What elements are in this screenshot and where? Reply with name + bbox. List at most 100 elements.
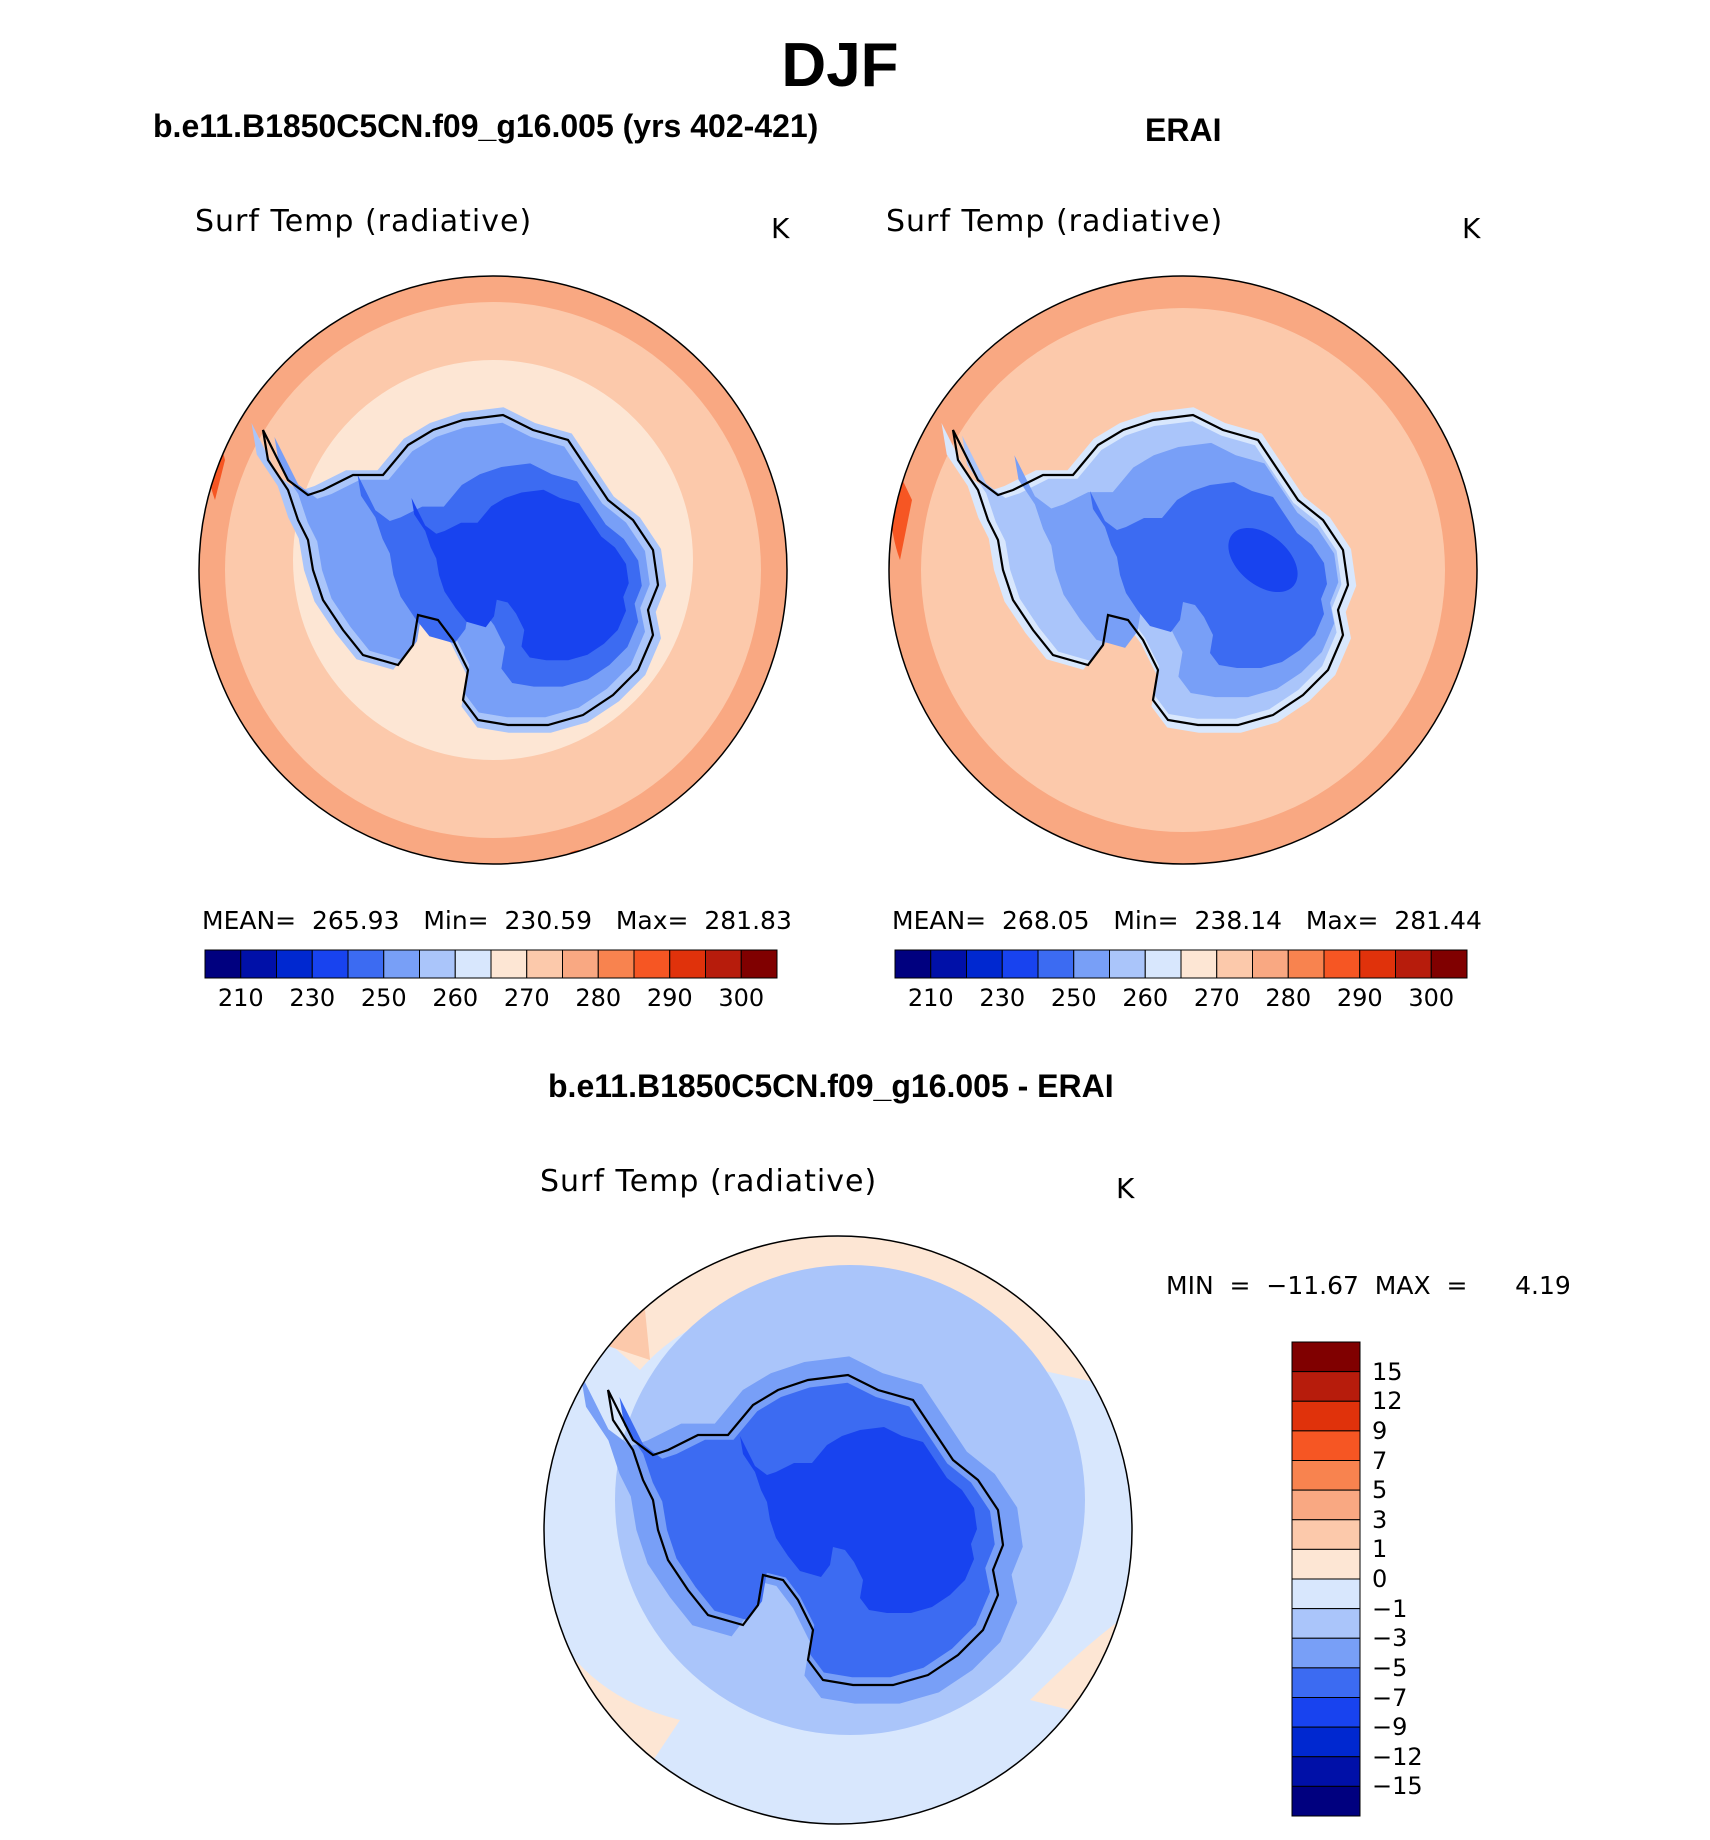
obs-map-border — [888, 275, 1478, 865]
diff-map — [544, 1236, 1132, 1824]
colorbar-tick-label: 250 — [1050, 984, 1097, 1012]
colorbar-tick-label: 210 — [907, 984, 954, 1012]
model-variable-label: Surf Temp (radiative) — [195, 204, 533, 239]
colorbar-tick-label: 260 — [432, 984, 479, 1012]
colorbar-swatch — [240, 949, 277, 979]
model-stats: MEAN= 265.93 Min= 230.59 Max= 281.83 — [202, 906, 792, 935]
colorbar-swatch — [1323, 949, 1361, 979]
colorbar-swatch — [1291, 1756, 1361, 1787]
colorbar-swatch — [669, 949, 706, 979]
model-map-border — [198, 275, 788, 865]
colorbar-swatch — [204, 949, 242, 979]
colorbar-swatch — [894, 949, 932, 979]
colorbar-tick-label: 270 — [1193, 984, 1240, 1012]
colorbar-swatch — [1291, 1785, 1361, 1817]
colorbar-tick-label: −12 — [1372, 1742, 1423, 1771]
diff-panel-title: b.e11.B1850C5CN.f09_g16.005 - ERAI — [548, 1068, 1114, 1104]
model-map — [199, 276, 787, 864]
colorbar-swatch — [347, 949, 385, 979]
colorbar-tick-label: −15 — [1372, 1772, 1423, 1801]
colorbar-tick-label: 260 — [1122, 984, 1169, 1012]
colorbar-tick-label: 3 — [1372, 1505, 1388, 1534]
colorbar-swatch — [311, 949, 349, 979]
colorbar-swatch — [1001, 949, 1039, 979]
colorbar-tick-label: 300 — [718, 984, 765, 1012]
colorbar-swatch — [562, 949, 599, 979]
colorbar-tick-label: −5 — [1372, 1653, 1408, 1682]
diff-units-label: K — [1116, 1172, 1135, 1205]
colorbar-swatch — [1359, 949, 1396, 979]
colorbar-swatch — [633, 949, 671, 979]
colorbar-swatch — [1291, 1726, 1361, 1758]
diff-stats: MIN = −11.67 MAX = 4.19 — [1166, 1271, 1571, 1300]
model-colorbar — [204, 949, 778, 979]
colorbar-swatch — [1291, 1667, 1361, 1698]
obs-panel-title: ERAI — [1145, 112, 1222, 148]
diff-map-border — [543, 1235, 1133, 1825]
colorbar-swatch — [383, 949, 420, 979]
colorbar-swatch — [1037, 949, 1075, 979]
colorbar-swatch — [1291, 1371, 1361, 1402]
colorbar-swatch — [1291, 1460, 1361, 1491]
obs-colorbar — [894, 949, 1468, 979]
colorbar-swatch — [1291, 1430, 1361, 1461]
colorbar-swatch — [1291, 1519, 1361, 1550]
colorbar-swatch — [1180, 949, 1218, 979]
colorbar-swatch — [1291, 1697, 1361, 1728]
colorbar-swatch — [1291, 1637, 1361, 1669]
colorbar-swatch — [1287, 949, 1325, 979]
colorbar-swatch — [1144, 949, 1182, 979]
colorbar-tick-label: 230 — [979, 984, 1026, 1012]
figure-title: DJF — [781, 31, 899, 100]
colorbar-tick-label: −7 — [1372, 1683, 1408, 1712]
colorbar-tick-label: 1 — [1372, 1535, 1388, 1564]
colorbar-swatch — [419, 949, 456, 979]
colorbar-tick-label: 0 — [1372, 1565, 1388, 1593]
colorbar-swatch — [597, 949, 635, 979]
colorbar-tick-label: 15 — [1372, 1357, 1403, 1386]
colorbar-swatch — [966, 949, 1003, 979]
model-units-label: K — [771, 212, 790, 245]
colorbar-swatch — [1395, 949, 1432, 979]
colorbar-tick-label: 270 — [503, 984, 550, 1012]
colorbar-swatch — [490, 949, 528, 979]
colorbar-tick-label: 12 — [1372, 1387, 1403, 1416]
colorbar-swatch — [454, 949, 492, 979]
colorbar-tick-label: −1 — [1372, 1594, 1408, 1623]
colorbar-swatch — [705, 949, 742, 979]
colorbar-tick-label: 280 — [575, 984, 622, 1012]
colorbar-swatch — [1109, 949, 1146, 979]
colorbar-swatch — [1430, 949, 1468, 979]
model-panel-title: b.e11.B1850C5CN.f09_g16.005 (yrs 402-421… — [153, 108, 819, 144]
colorbar-swatch — [1291, 1578, 1361, 1610]
diff-variable-label: Surf Temp (radiative) — [540, 1164, 878, 1199]
colorbar-tick-label: 250 — [360, 984, 407, 1012]
colorbar-swatch — [1073, 949, 1110, 979]
colorbar-swatch — [1291, 1489, 1361, 1521]
colorbar-tick-label: −9 — [1372, 1713, 1408, 1742]
colorbar-swatch — [1252, 949, 1289, 979]
obs-variable-label: Surf Temp (radiative) — [886, 204, 1224, 239]
colorbar-swatch — [930, 949, 967, 979]
colorbar-swatch — [276, 949, 313, 979]
colorbar-swatch — [1291, 1400, 1361, 1432]
diff-colorbar — [1291, 1341, 1361, 1817]
colorbar-swatch — [1291, 1608, 1361, 1639]
colorbar-tick-label: 290 — [646, 984, 693, 1012]
colorbar-tick-label: 280 — [1265, 984, 1312, 1012]
obs-units-label: K — [1462, 212, 1481, 245]
colorbar-tick-label: 290 — [1336, 984, 1383, 1012]
colorbar-tick-label: 210 — [217, 984, 264, 1012]
colorbar-swatch — [526, 949, 563, 979]
obs-stats: MEAN= 268.05 Min= 238.14 Max= 281.44 — [892, 906, 1482, 935]
colorbar-swatch — [1216, 949, 1253, 979]
colorbar-tick-label: −3 — [1372, 1624, 1408, 1653]
colorbar-swatch — [740, 949, 778, 979]
colorbar-tick-label: 5 — [1372, 1476, 1388, 1505]
colorbar-swatch — [1291, 1341, 1361, 1373]
colorbar-tick-label: 300 — [1408, 984, 1455, 1012]
obs-map — [889, 276, 1477, 864]
colorbar-tick-label: 7 — [1372, 1446, 1388, 1475]
colorbar-swatch — [1291, 1548, 1361, 1580]
